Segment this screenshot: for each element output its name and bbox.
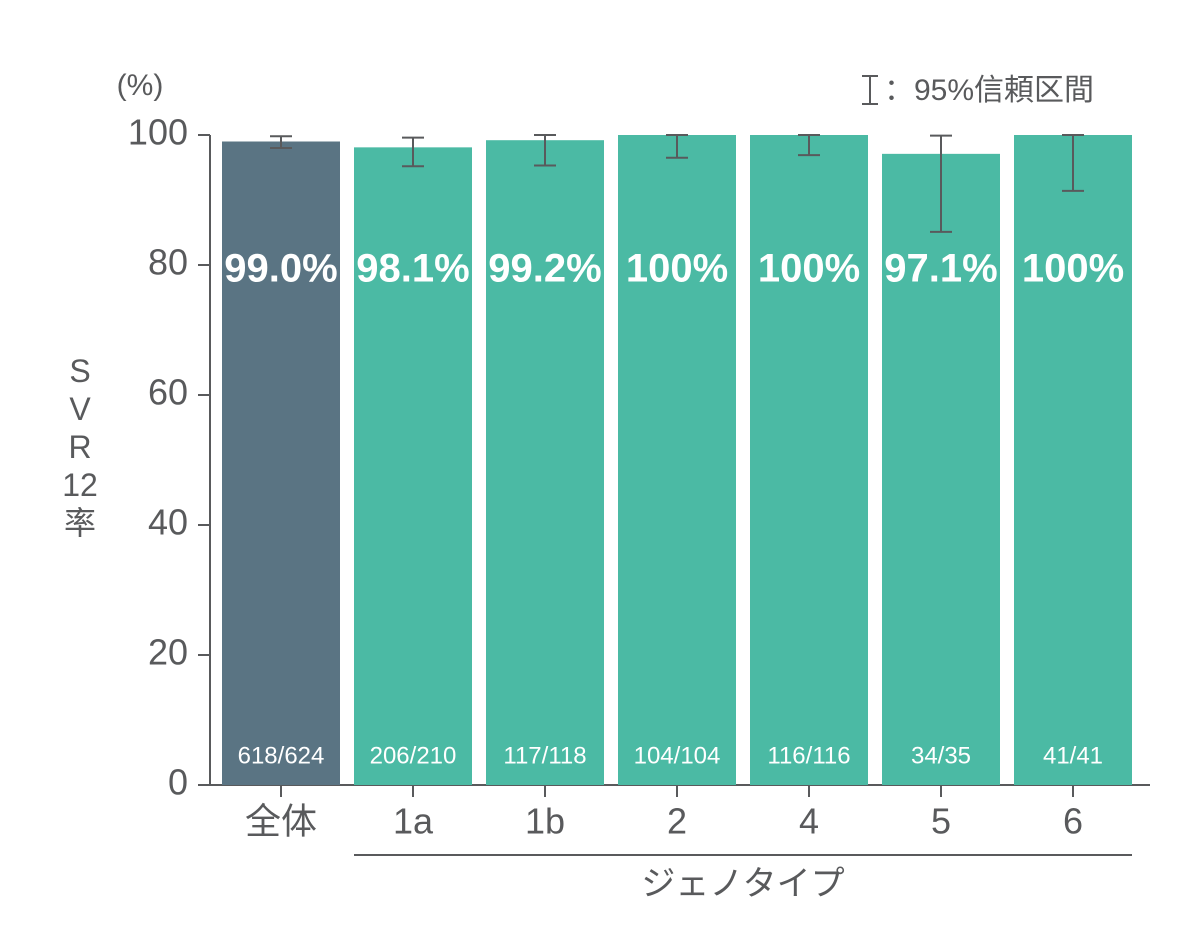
bar-fraction-label: 104/104 xyxy=(634,742,721,769)
y-tick-label: 20 xyxy=(148,632,188,673)
y-axis-unit-label: (%) xyxy=(117,69,164,102)
y-axis-label-glyph: R xyxy=(68,429,91,465)
bar xyxy=(486,140,604,785)
bar-value-label: 100% xyxy=(758,247,860,291)
bar xyxy=(750,135,868,785)
x-tick-label: 5 xyxy=(931,800,951,841)
x-tick-label: 4 xyxy=(799,800,819,841)
y-tick-label: 100 xyxy=(128,112,188,153)
y-axis-label-glyph: S xyxy=(69,353,90,389)
y-tick-label: 40 xyxy=(148,502,188,543)
bar-value-label: 100% xyxy=(626,247,728,291)
bar-fraction-label: 34/35 xyxy=(911,742,971,769)
chart-svg: 0 20 40 60 80 100 (%) SVR12率 ：95%信頼区間 99.0% 618/62… xyxy=(0,0,1200,941)
legend-label: ：95%信頼区間 xyxy=(884,74,1094,107)
y-tick-label: 60 xyxy=(148,372,188,413)
x-group-label: ジェノタイプ xyxy=(641,865,844,903)
bar xyxy=(354,147,472,785)
bar-fraction-label: 116/116 xyxy=(767,742,850,769)
y-axis-label-glyph: 率 xyxy=(64,505,96,541)
bar xyxy=(222,142,340,786)
x-tick-label: 1b xyxy=(525,800,565,841)
x-tick-label: 全体 xyxy=(245,800,317,841)
bar-fraction-label: 618/624 xyxy=(238,742,325,769)
bar-fraction-label: 117/118 xyxy=(503,742,586,769)
x-tick-label: 2 xyxy=(667,800,687,841)
bar-value-label: 98.1% xyxy=(356,247,469,291)
x-tick-label: 6 xyxy=(1063,800,1083,841)
svr12-bar-chart: 0 20 40 60 80 100 (%) SVR12率 ：95%信頼区間 99.0% 618/62… xyxy=(0,0,1200,941)
bar xyxy=(618,135,736,785)
x-tick-label: 1a xyxy=(393,800,434,841)
bar-value-label: 99.2% xyxy=(488,247,601,291)
y-axis-label-glyph: 12 xyxy=(62,467,98,503)
bar-fraction-label: 41/41 xyxy=(1043,742,1103,769)
y-tick-label: 0 xyxy=(168,762,188,803)
bar-fraction-label: 206/210 xyxy=(370,742,457,769)
bar-value-label: 100% xyxy=(1022,247,1124,291)
y-tick-label: 80 xyxy=(148,242,188,283)
bar-value-label: 97.1% xyxy=(884,247,997,291)
y-axis-label-glyph: V xyxy=(69,391,91,427)
bar xyxy=(1014,135,1132,785)
bar-value-label: 99.0% xyxy=(224,247,337,291)
